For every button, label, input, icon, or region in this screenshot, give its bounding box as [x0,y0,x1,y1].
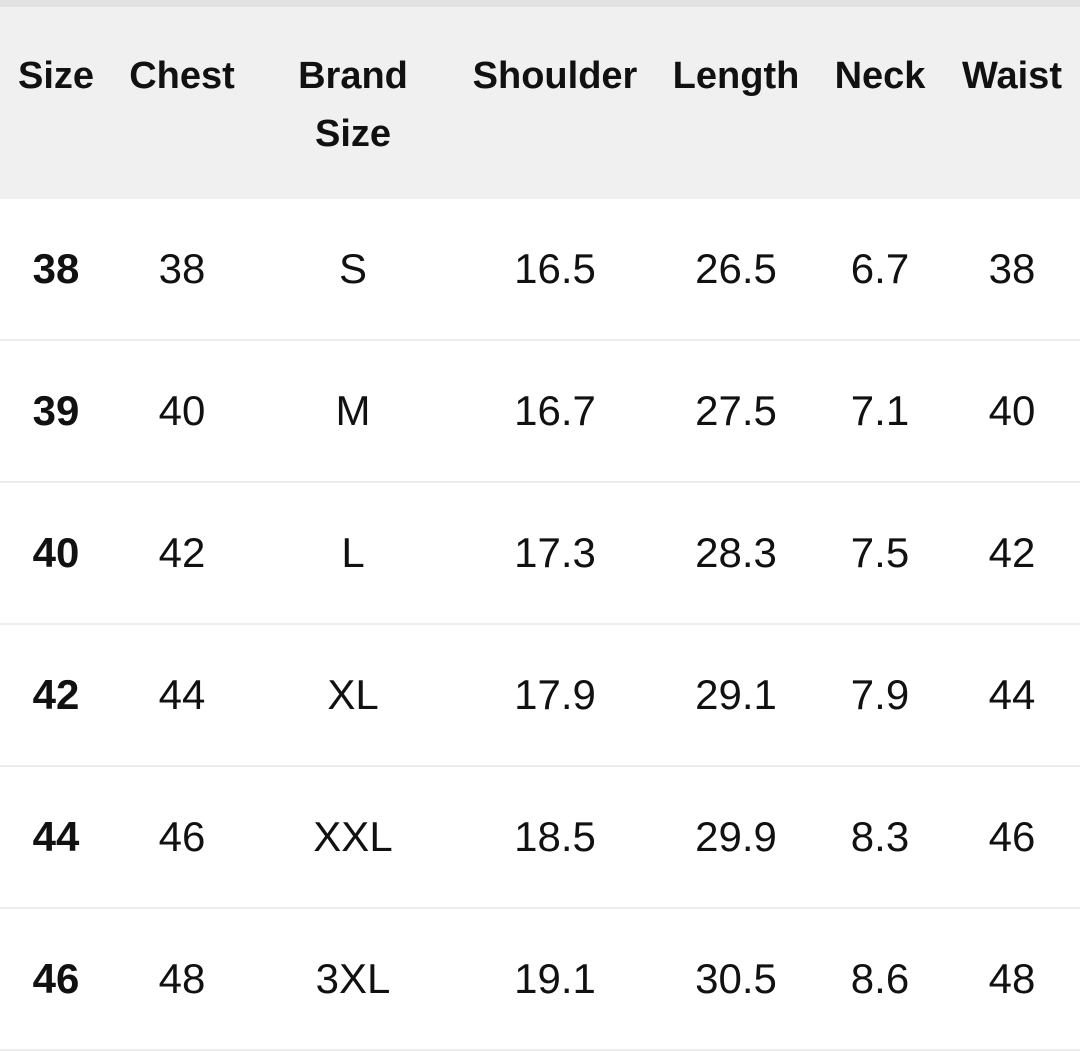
cell-size: 38 [32,245,80,292]
table-row: 42 44 XL 17.9 29.1 7.9 44 [0,625,1080,767]
cell-chest: 40 [158,387,206,434]
cell-neck: 8.3 [850,813,910,860]
cell-size: 44 [32,813,80,860]
cell-neck: 8.6 [850,955,910,1002]
cell-shoulder: 18.5 [514,813,596,860]
cell-waist: 40 [988,387,1036,434]
header-shoulder: Shoulder [472,55,638,97]
cell-neck: 6.7 [850,245,910,292]
cell-brand-size: XL [327,671,379,718]
cell-waist: 42 [988,529,1036,576]
cell-size: 42 [32,671,80,718]
cell-neck: 7.9 [850,671,910,718]
cell-brand-size: M [335,387,371,434]
header-length: Length [672,55,800,97]
cell-length: 26.5 [695,245,777,292]
cell-brand-size: S [338,245,367,292]
cell-waist: 46 [988,813,1036,860]
cell-chest: 48 [158,955,206,1002]
cell-chest: 44 [158,671,206,718]
cell-chest: 46 [158,813,206,860]
cell-shoulder: 16.5 [514,245,596,292]
cell-length: 29.1 [695,671,777,718]
cell-neck: 7.1 [850,387,910,434]
table-row: 44 46 XXL 18.5 29.9 8.3 46 [0,767,1080,909]
cell-chest: 42 [158,529,206,576]
cell-waist: 48 [988,955,1036,1002]
cell-shoulder: 17.9 [514,671,596,718]
table-row: 40 42 L 17.3 28.3 7.5 42 [0,483,1080,625]
header-chest: Chest [129,55,235,97]
cell-brand-size: 3XL [315,955,391,1002]
cell-shoulder: 17.3 [514,529,596,576]
cell-neck: 7.5 [850,529,910,576]
table-row: 39 40 M 16.7 27.5 7.1 40 [0,341,1080,483]
top-strip [0,0,1080,7]
cell-waist: 38 [988,245,1036,292]
table-header: Size Chest Brand Size Shoulder Length Ne… [0,7,1080,199]
cell-length: 29.9 [695,813,777,860]
cell-size: 40 [32,529,80,576]
cell-brand-size: XXL [313,813,393,860]
cell-chest: 38 [158,245,206,292]
cell-length: 28.3 [695,529,777,576]
cell-waist: 44 [988,671,1036,718]
table-row: 46 48 3XL 19.1 30.5 8.6 48 [0,909,1080,1051]
cell-length: 30.5 [695,955,777,1002]
cell-brand-size: L [341,529,365,576]
cell-shoulder: 16.7 [514,387,596,434]
header-waist: Waist [962,55,1062,97]
table-row: 38 38 S 16.5 26.5 6.7 38 [0,199,1080,341]
header-neck: Neck [834,55,926,97]
cell-length: 27.5 [695,387,777,434]
cell-shoulder: 19.1 [514,955,596,1002]
header-brand-size: Brand Size [298,55,408,155]
cell-size: 46 [32,955,80,1002]
header-size: Size [17,55,95,97]
cell-size: 39 [32,387,80,434]
